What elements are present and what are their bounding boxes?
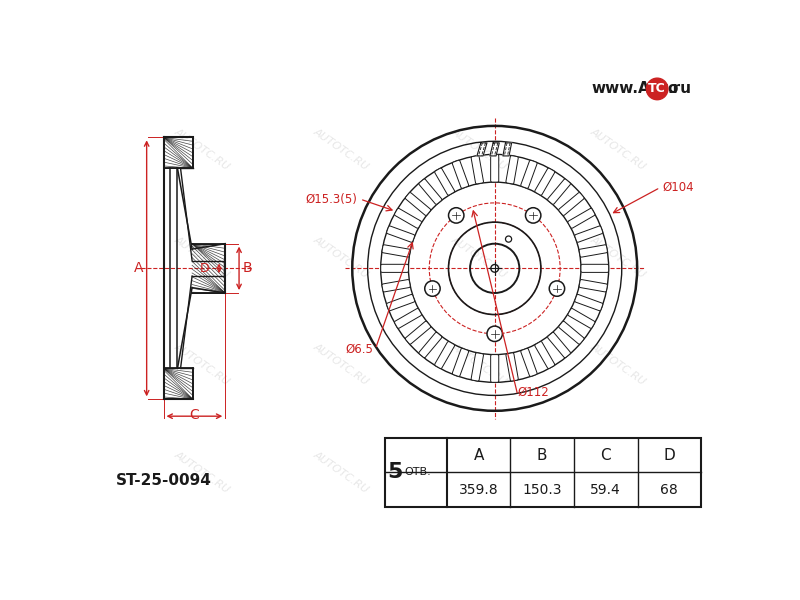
Text: D: D (663, 448, 675, 463)
Text: Ø15.3(5): Ø15.3(5) (306, 193, 358, 206)
FancyBboxPatch shape (471, 155, 483, 184)
FancyBboxPatch shape (581, 265, 609, 272)
Polygon shape (490, 143, 499, 156)
FancyBboxPatch shape (394, 208, 422, 228)
FancyBboxPatch shape (382, 245, 410, 257)
Text: 59.4: 59.4 (590, 483, 621, 497)
Bar (386, 438, 701, 507)
Text: 150.3: 150.3 (522, 483, 562, 497)
FancyBboxPatch shape (490, 355, 498, 382)
Circle shape (526, 208, 541, 223)
FancyBboxPatch shape (490, 154, 498, 182)
FancyBboxPatch shape (434, 168, 454, 195)
FancyBboxPatch shape (535, 341, 554, 368)
Text: AUTOTC.RU: AUTOTC.RU (588, 342, 647, 388)
FancyBboxPatch shape (382, 280, 410, 292)
FancyBboxPatch shape (558, 321, 584, 344)
Text: AUTOTC.RU: AUTOTC.RU (173, 342, 232, 388)
Text: ST-25-0094: ST-25-0094 (116, 473, 212, 488)
Polygon shape (477, 143, 487, 156)
Text: TC: TC (648, 82, 666, 95)
Circle shape (491, 265, 498, 272)
Text: AUTOTC.RU: AUTOTC.RU (588, 234, 647, 280)
Text: B: B (537, 448, 547, 463)
Text: Ø104: Ø104 (662, 181, 694, 194)
Text: AUTOTC.RU: AUTOTC.RU (588, 126, 647, 172)
Circle shape (646, 78, 668, 100)
FancyBboxPatch shape (419, 179, 442, 205)
Text: 68: 68 (661, 483, 678, 497)
FancyBboxPatch shape (419, 332, 442, 358)
FancyBboxPatch shape (574, 226, 602, 242)
Polygon shape (503, 143, 512, 156)
Text: Ø112: Ø112 (518, 386, 550, 399)
Text: Ø6.5: Ø6.5 (345, 343, 373, 356)
Text: ОТВ.: ОТВ. (405, 467, 431, 478)
Text: AUTOTC.RU: AUTOTC.RU (173, 449, 232, 495)
Text: AUTOTC.RU: AUTOTC.RU (311, 234, 370, 280)
Text: 5: 5 (387, 463, 402, 482)
FancyBboxPatch shape (394, 308, 422, 328)
Text: .ru: .ru (668, 82, 692, 97)
Text: A: A (134, 262, 143, 275)
FancyBboxPatch shape (535, 168, 554, 195)
FancyBboxPatch shape (521, 349, 537, 376)
Text: www.Auto: www.Auto (592, 82, 679, 97)
Text: C: C (190, 407, 199, 422)
FancyBboxPatch shape (558, 193, 584, 215)
Text: D: D (200, 262, 210, 275)
FancyBboxPatch shape (506, 353, 518, 381)
FancyBboxPatch shape (568, 308, 595, 328)
Text: B: B (242, 262, 252, 275)
Text: AUTOTC.RU: AUTOTC.RU (311, 126, 370, 172)
Text: AUTOTC.RU: AUTOTC.RU (450, 449, 509, 495)
FancyBboxPatch shape (521, 160, 537, 188)
Circle shape (449, 208, 464, 223)
Text: C: C (601, 448, 611, 463)
FancyBboxPatch shape (574, 295, 602, 311)
Text: AUTOTC.RU: AUTOTC.RU (173, 126, 232, 172)
FancyBboxPatch shape (406, 193, 430, 215)
FancyBboxPatch shape (452, 349, 469, 376)
Text: AUTOTC.RU: AUTOTC.RU (450, 234, 509, 280)
FancyBboxPatch shape (547, 332, 570, 358)
FancyBboxPatch shape (381, 265, 409, 272)
Text: AUTOTC.RU: AUTOTC.RU (311, 342, 370, 388)
FancyBboxPatch shape (386, 295, 414, 311)
Text: AUTOTC.RU: AUTOTC.RU (450, 342, 509, 388)
FancyBboxPatch shape (579, 245, 607, 257)
Text: A: A (474, 448, 484, 463)
Circle shape (550, 281, 565, 296)
Text: 359.8: 359.8 (459, 483, 498, 497)
FancyBboxPatch shape (452, 160, 469, 188)
FancyBboxPatch shape (406, 321, 430, 344)
Text: AUTOTC.RU: AUTOTC.RU (588, 449, 647, 495)
FancyBboxPatch shape (568, 208, 595, 228)
FancyBboxPatch shape (434, 341, 454, 368)
Text: AUTOTC.RU: AUTOTC.RU (450, 126, 509, 172)
FancyBboxPatch shape (547, 179, 570, 205)
Circle shape (425, 281, 440, 296)
Text: AUTOTC.RU: AUTOTC.RU (173, 234, 232, 280)
FancyBboxPatch shape (506, 155, 518, 184)
Text: AUTOTC.RU: AUTOTC.RU (311, 449, 370, 495)
Circle shape (506, 236, 512, 242)
FancyBboxPatch shape (579, 280, 607, 292)
Circle shape (487, 326, 502, 341)
FancyBboxPatch shape (386, 226, 414, 242)
FancyBboxPatch shape (471, 353, 483, 381)
